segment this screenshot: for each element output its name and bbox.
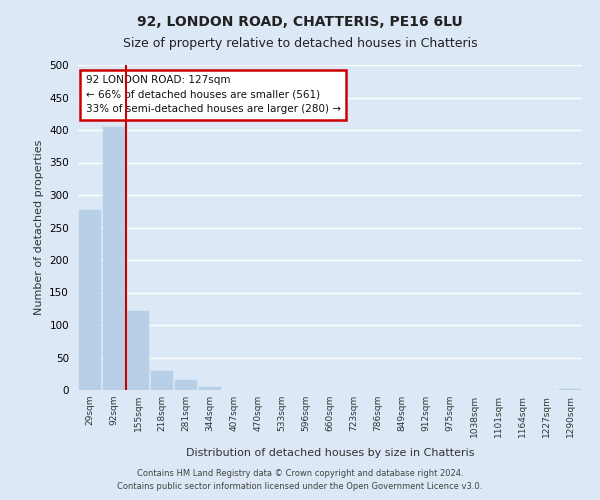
Text: Contains HM Land Registry data © Crown copyright and database right 2024.: Contains HM Land Registry data © Crown c… bbox=[137, 468, 463, 477]
Text: 92 LONDON ROAD: 127sqm
← 66% of detached houses are smaller (561)
33% of semi-de: 92 LONDON ROAD: 127sqm ← 66% of detached… bbox=[86, 74, 341, 114]
X-axis label: Distribution of detached houses by size in Chatteris: Distribution of detached houses by size … bbox=[186, 448, 474, 458]
Bar bbox=[175, 380, 197, 390]
Bar bbox=[151, 371, 173, 390]
Bar bbox=[559, 388, 581, 390]
Bar bbox=[127, 310, 149, 390]
Text: Size of property relative to detached houses in Chatteris: Size of property relative to detached ho… bbox=[122, 38, 478, 51]
Text: 92, LONDON ROAD, CHATTERIS, PE16 6LU: 92, LONDON ROAD, CHATTERIS, PE16 6LU bbox=[137, 15, 463, 29]
Y-axis label: Number of detached properties: Number of detached properties bbox=[34, 140, 44, 315]
Bar bbox=[79, 210, 101, 390]
Bar bbox=[199, 388, 221, 390]
Text: Contains public sector information licensed under the Open Government Licence v3: Contains public sector information licen… bbox=[118, 482, 482, 491]
Bar bbox=[103, 126, 125, 390]
